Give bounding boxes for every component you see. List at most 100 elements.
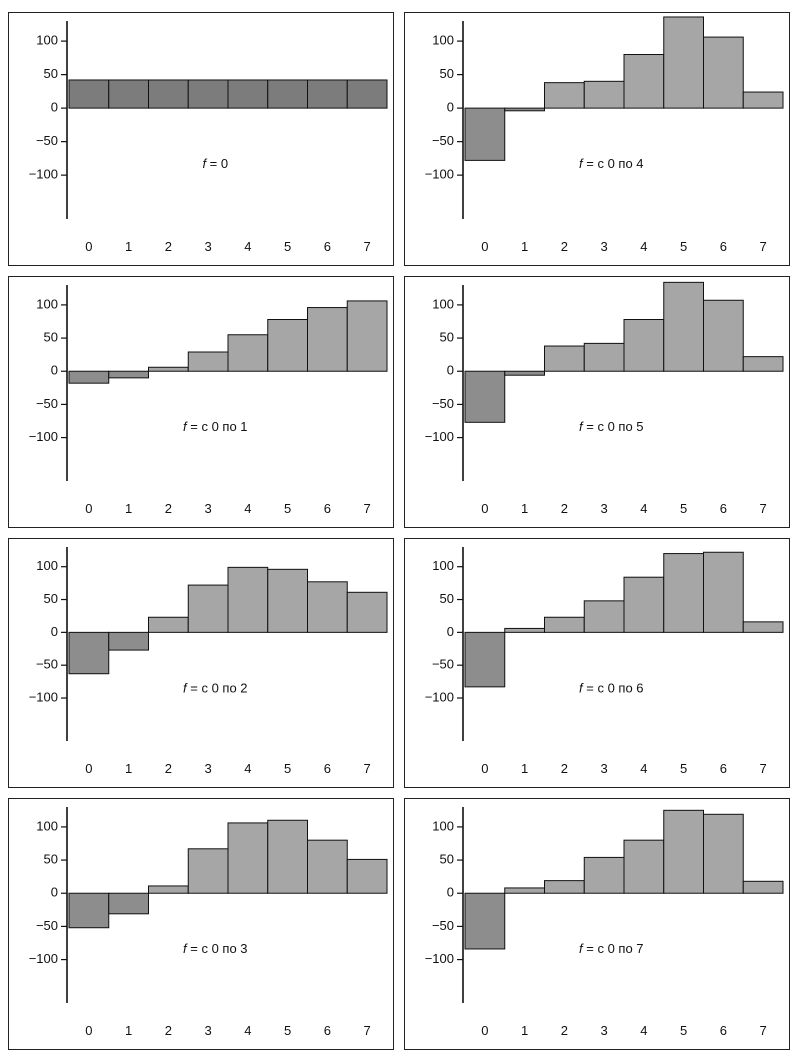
bar-chart: 100 50 0 −50 −100 0 1 2 3 4 5 6 7 f = c 0 по 5: [425, 281, 784, 516]
bar: [583, 856, 625, 894]
bar: [187, 584, 229, 633]
x-tick-label: 0: [481, 761, 488, 776]
x-tick-label: 0: [481, 501, 488, 516]
x-tick-label: 7: [364, 1023, 371, 1038]
bar: [346, 858, 388, 894]
annotation-text: = c 0 по 4: [583, 156, 644, 171]
x-tick-label: 2: [561, 761, 568, 776]
bar: [703, 813, 744, 894]
x-tick-label: 3: [205, 239, 212, 254]
x-tick-label: 2: [561, 1023, 568, 1038]
y-tick-label: 100: [432, 818, 454, 833]
bar: [148, 366, 189, 372]
y-tick-label: 50: [440, 66, 454, 81]
chart-panel: 100 50 0 −50 −100 0 1 2 3 4 5 6 7 f = c 0 по 4: [404, 12, 790, 266]
bar: [742, 621, 784, 633]
bar: [544, 616, 585, 633]
y-tick-label: −100: [29, 689, 58, 704]
y-tick-label: −100: [29, 951, 58, 966]
bar: [583, 600, 625, 633]
x-tick-label: 5: [680, 761, 687, 776]
series-annotation: f = c 0 по 3: [183, 941, 248, 956]
y-tick-label: 50: [44, 591, 58, 606]
annotation-text: = c 0 по 2: [187, 680, 248, 695]
bar: [108, 631, 149, 651]
x-tick-label: 3: [601, 239, 608, 254]
y-tick-label: 100: [432, 296, 454, 311]
bar-chart: 100 50 0 −50 −100 0 1 2 3 4 5 6 7 f = c 0 по 7: [425, 807, 784, 1038]
series-annotation: f = 0: [202, 156, 228, 171]
chart-panel: 100 50 0 −50 −100 0 1 2 3 4 5 6 7 f = 0: [8, 12, 394, 266]
x-tick-label: 1: [521, 761, 528, 776]
y-tick-label: −100: [425, 429, 454, 444]
x-tick-label: 2: [165, 501, 172, 516]
x-tick-label: 1: [521, 1023, 528, 1038]
bar: [267, 568, 308, 633]
bar-chart: 100 50 0 −50 −100 0 1 2 3 4 5 6 7 f = c 0 по 1: [29, 285, 388, 516]
bar: [108, 892, 149, 915]
annotation-text: = c 0 по 1: [187, 419, 248, 434]
y-tick-label: 0: [51, 885, 58, 900]
bar-chart: 100 50 0 −50 −100 0 1 2 3 4 5 6 7 f = 0: [29, 21, 388, 254]
annotation-text: = c 0 по 7: [583, 941, 644, 956]
y-tick-label: −100: [425, 951, 454, 966]
y-tick-label: 100: [36, 296, 58, 311]
chart-panel: 100 50 0 −50 −100 0 1 2 3 4 5 6 7 f = c 0 по 6: [404, 538, 790, 788]
bar: [148, 79, 189, 109]
bar: [307, 581, 348, 633]
bar: [68, 892, 110, 929]
bar: [346, 300, 388, 372]
y-tick-label: 100: [36, 33, 58, 48]
bar: [742, 880, 784, 894]
series-annotation: f = c 0 по 5: [579, 419, 644, 434]
bar: [544, 880, 585, 894]
bar: [227, 822, 269, 894]
y-tick-label: 0: [51, 624, 58, 639]
y-tick-label: 50: [440, 591, 454, 606]
y-tick-label: 50: [44, 66, 58, 81]
x-tick-label: 3: [205, 501, 212, 516]
y-tick-label: −50: [432, 133, 454, 148]
annotation-variable: f: [183, 419, 188, 434]
chart-panel: 100 50 0 −50 −100 0 1 2 3 4 5 6 7 f = c 0 по 3: [8, 798, 394, 1050]
x-tick-label: 7: [760, 1023, 767, 1038]
bar: [464, 631, 506, 688]
x-tick-label: 6: [324, 1023, 331, 1038]
x-tick-label: 7: [760, 239, 767, 254]
bar: [703, 299, 744, 372]
bar: [464, 892, 506, 950]
chart-panel: 100 50 0 −50 −100 0 1 2 3 4 5 6 7 f = c 0 по 2: [8, 538, 394, 788]
bar: [544, 82, 585, 109]
y-tick-label: −50: [36, 396, 58, 411]
x-tick-label: 4: [244, 761, 251, 776]
x-tick-label: 5: [284, 239, 291, 254]
y-tick-label: 0: [51, 363, 58, 378]
y-tick-label: 0: [51, 100, 58, 115]
series-annotation: f = c 0 по 4: [579, 156, 644, 171]
annotation-variable: f: [579, 156, 584, 171]
y-tick-label: −100: [29, 429, 58, 444]
bar: [464, 370, 506, 423]
bar: [187, 351, 229, 372]
annotation-text: = 0: [206, 156, 228, 171]
x-tick-label: 2: [165, 761, 172, 776]
x-tick-label: 4: [640, 761, 647, 776]
bar: [663, 553, 704, 633]
x-tick-label: 6: [720, 761, 727, 776]
x-tick-label: 6: [720, 1023, 727, 1038]
x-tick-label: 7: [364, 501, 371, 516]
x-tick-label: 0: [85, 501, 92, 516]
bar: [227, 79, 269, 109]
x-tick-label: 1: [125, 501, 132, 516]
bar: [464, 107, 506, 161]
y-tick-label: 50: [44, 330, 58, 345]
y-tick-label: 0: [447, 885, 454, 900]
bar: [504, 627, 545, 633]
annotation-variable: f: [579, 941, 584, 956]
bar: [108, 370, 149, 379]
bar: [346, 591, 388, 633]
x-tick-label: 7: [364, 761, 371, 776]
y-tick-label: 0: [447, 624, 454, 639]
y-tick-label: −50: [36, 133, 58, 148]
y-tick-label: −50: [36, 918, 58, 933]
